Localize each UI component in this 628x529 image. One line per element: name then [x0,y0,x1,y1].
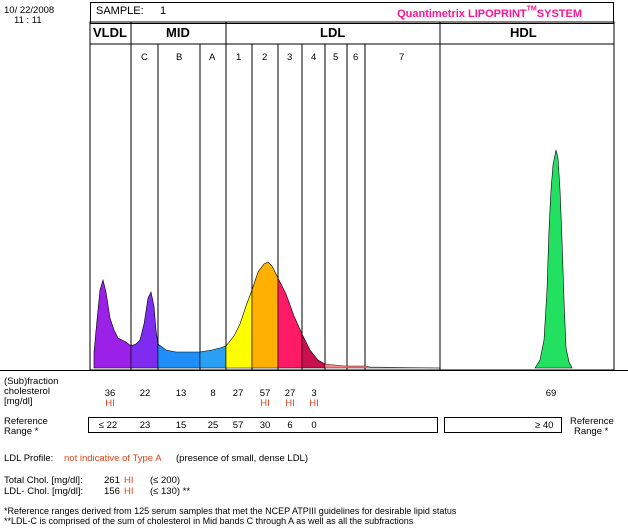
mid-a-area [199,345,227,369]
electrophoresis-chart [89,21,615,371]
ldl3-area [277,277,303,369]
sample-number: 1 [160,5,167,17]
report-time: 11 : 11 [14,15,42,26]
ldl-profile-label: LDL Profile: [4,453,54,464]
ldl-chol-label: LDL- Chol. [mg/dl]: [4,486,84,497]
ref-label-1: Reference [4,416,48,427]
sub-1: 1 [236,52,242,63]
total-chol-range: (≤ 200) [150,475,181,486]
ldl-chol-range: (≤ 130) ** [150,486,191,497]
footnote-1: *Reference ranges derived from 125 serum… [4,506,457,516]
ref-ldl2: 30 [259,420,271,431]
ref-a: 25 [207,420,219,431]
sub-7: 7 [399,52,405,63]
sub-6: 6 [353,52,359,63]
ref-hdl: ≥ 40 [535,420,554,431]
subfraction-label-2: cholesterol [4,386,50,397]
ref-range-box-left [88,417,438,433]
sub-4: 4 [311,52,317,63]
mid-b-area [157,343,201,369]
band-vldl-title: VLDL [93,25,127,40]
mid-c-peak [130,291,159,369]
ref-label-right-1: Reference [570,416,614,427]
subfraction-label-3: [mg/dl] [4,396,33,407]
sub-3: 3 [287,52,293,63]
ref-b: 15 [175,420,187,431]
ldl2-area [251,261,279,369]
band-mid-title: MID [166,25,190,40]
ref-c: 23 [139,420,151,431]
flag-ldl2: HI [260,398,270,409]
ldl-profile-result: not indicative of Type A [64,453,162,464]
total-chol-flag: HI [124,475,134,486]
system-name: Quantimetrix LIPOPRINT [397,8,527,20]
value-ldl2: 57 [259,388,271,399]
flag-vldl: HI [105,398,115,409]
system-tm: TM [526,5,537,13]
value-a: 8 [210,388,216,399]
total-chol-label: Total Chol. [mg/dl]: [4,475,83,486]
system-suffix: SYSTEM [536,8,582,20]
value-ldl4: 3 [311,388,317,399]
ref-ldl4: 0 [311,420,317,431]
value-ldl1: 27 [232,388,244,399]
band-hdl-title: HDL [510,25,537,40]
ldl-chol-value: 156 [104,486,120,497]
value-c: 22 [139,388,151,399]
system-title: Quantimetrix LIPOPRINTTMSYSTEM [180,4,582,22]
subfraction-label-1: (Sub)fraction [4,376,59,387]
sub-a: A [209,52,216,63]
footnote-2: **LDL-C is comprised of the sum of chole… [4,516,414,526]
value-b: 13 [175,388,187,399]
report-date: 10/ 22/2008 [4,5,55,16]
chart-bottom-rule [0,370,628,371]
band-ldl-title: LDL [320,25,346,40]
flag-ldl4: HI [309,398,319,409]
hdl-peak [534,149,573,369]
value-hdl: 69 [545,388,557,399]
ldl4-area [301,333,326,369]
ldl1-area [225,289,253,369]
ldl-tail [324,363,441,369]
ref-label-2: Range * [4,426,39,437]
sub-5: 5 [333,52,339,63]
sample-label: SAMPLE: [96,5,144,17]
sub-b: B [176,52,183,63]
ref-ldl3: 6 [287,420,293,431]
sub-c: C [141,52,148,63]
header-bar [90,2,614,24]
ref-vldl: ≤ 22 [98,420,118,431]
value-vldl: 36 [104,388,116,399]
total-chol-value: 261 [104,475,120,486]
ref-label-right-2: Range * [574,426,609,437]
ldl-chol-flag: HI [124,486,134,497]
sub-2: 2 [262,52,268,63]
flag-ldl3: HI [285,398,295,409]
vldl-peak [93,278,132,369]
ref-ldl1: 57 [232,420,244,431]
value-ldl3: 27 [284,388,296,399]
ldl-profile-note: (presence of small, dense LDL) [176,453,309,464]
ref-range-box-right [444,417,562,433]
